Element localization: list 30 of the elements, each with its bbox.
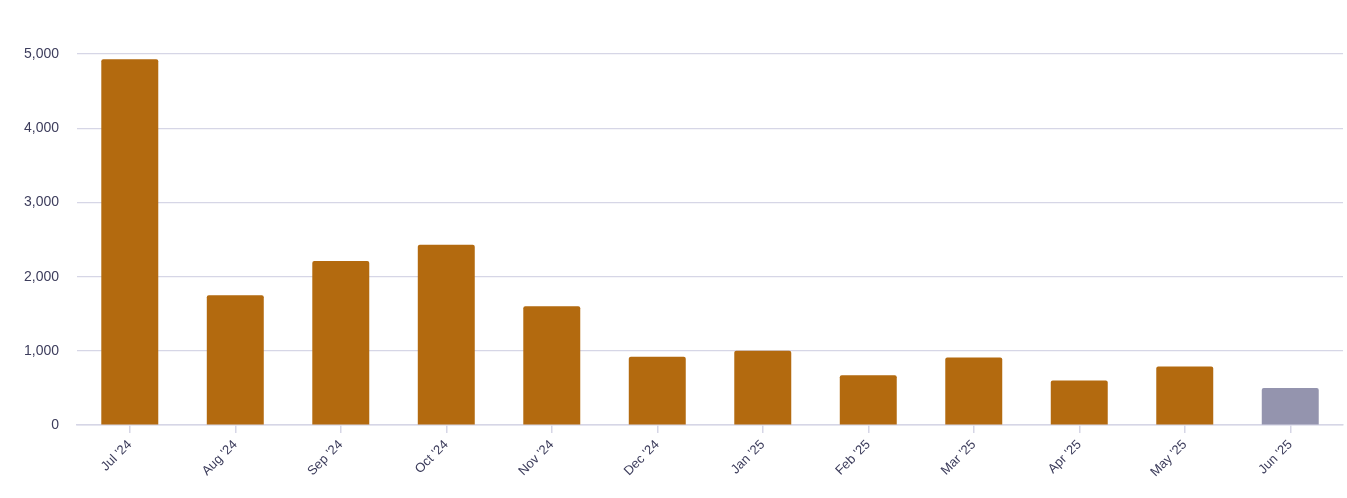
x-tick-label: Jan '25 [727,436,768,477]
x-tick-label: Jun '25 [1254,436,1295,477]
bar [523,306,581,425]
bar [1261,387,1319,425]
y-tick-label: 0 [51,415,60,432]
x-tick-label: Jul '24 [97,436,135,474]
y-tick-label: 1,000 [23,341,60,358]
x-tick-label: May '25 [1146,436,1190,480]
x-tick-label: Apr '25 [1044,436,1084,477]
x-tick-label: Dec '24 [620,436,662,479]
x-tick-label: Sep '24 [303,436,346,479]
bar [1156,366,1214,425]
bar [1050,380,1108,425]
bar [945,357,1003,425]
y-tick-label: 2,000 [23,267,60,284]
x-tick-label: Feb '25 [831,436,873,478]
bar [206,295,264,425]
bar [417,244,475,425]
bar [734,350,792,425]
x-tick-label: Oct '24 [411,436,451,477]
x-tick-label: Aug '24 [198,436,240,479]
bar [628,356,686,425]
bar [101,59,159,425]
bar [312,261,370,425]
bar [839,375,897,425]
y-tick-label: 3,000 [23,193,60,210]
y-tick-label: 4,000 [23,119,60,136]
x-tick-label: Nov '24 [514,436,557,479]
y-tick-label: 5,000 [23,44,60,61]
x-tick-label: Mar '25 [937,436,979,478]
